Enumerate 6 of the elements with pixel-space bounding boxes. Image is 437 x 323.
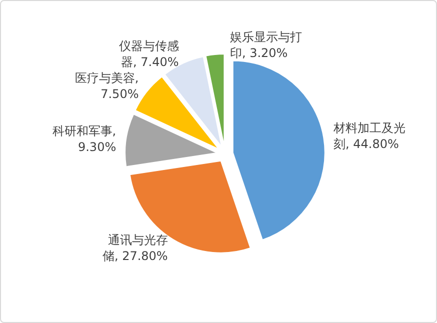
slice-label: 医疗与美容, 7.50% [74, 70, 139, 102]
slice-label: 娱乐显示与打印, 3.20% [230, 28, 302, 61]
slice-label: 材料加工及光刻, 44.80% [334, 120, 406, 152]
slice-label: 仪器与传感器, 7.40% [118, 38, 179, 70]
slice-label: 通讯与光存储, 27.80% [101, 232, 168, 264]
slice-label: 科研和军事, 9.30% [51, 122, 116, 154]
